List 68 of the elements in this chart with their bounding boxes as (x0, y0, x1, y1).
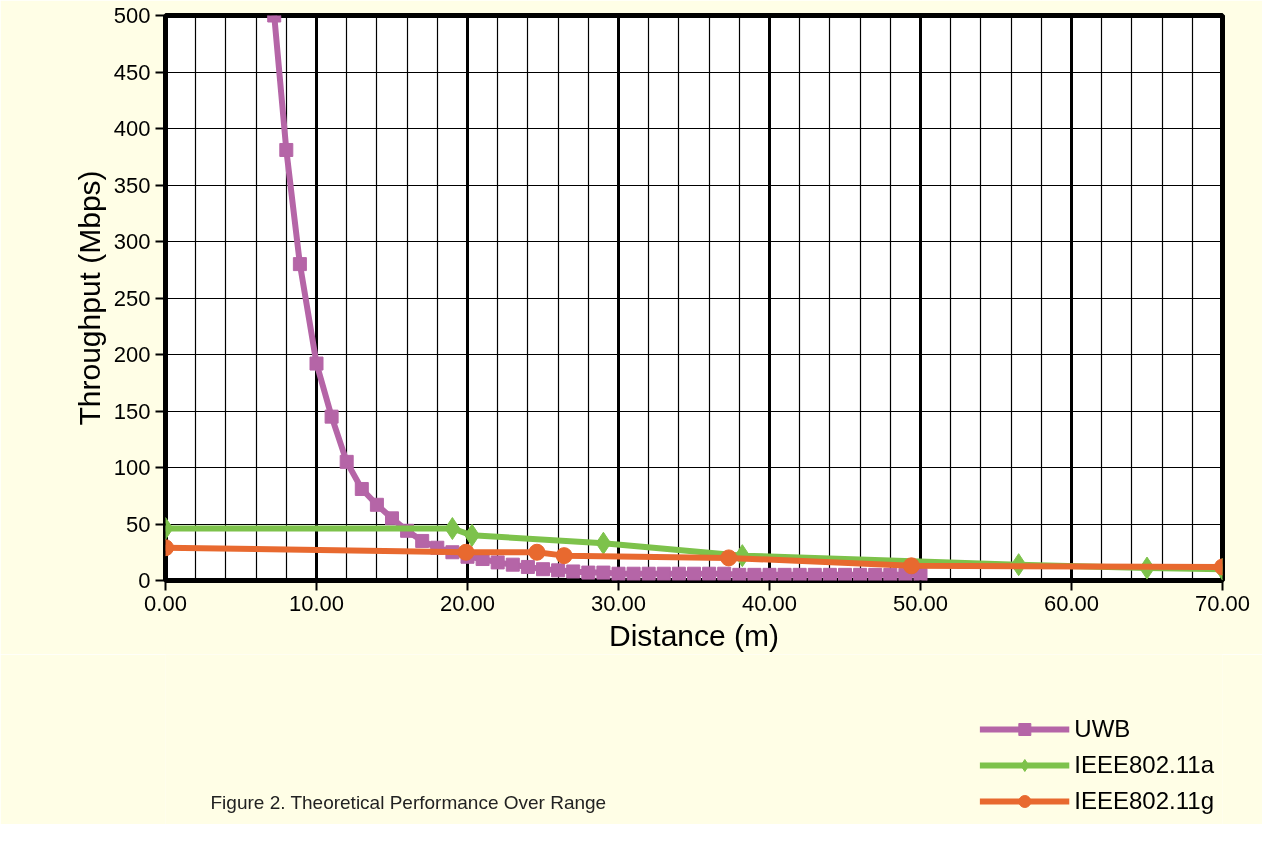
point (444, 517, 461, 541)
y-tick-label: 0 (138, 568, 151, 593)
point (902, 557, 920, 575)
point (687, 566, 701, 581)
x-tick-label: 0.00 (144, 590, 187, 616)
point (354, 481, 369, 496)
point (415, 533, 430, 548)
point (369, 497, 384, 512)
point (595, 531, 612, 555)
legend-label: UWB (1074, 715, 1131, 743)
x-tick-label: 70.00 (1194, 590, 1251, 616)
point (792, 567, 807, 581)
y-tick-label: 100 (113, 455, 151, 480)
point (528, 543, 546, 561)
point (807, 567, 822, 581)
point (747, 567, 762, 581)
point (566, 564, 581, 579)
y-tick-label: 500 (113, 3, 151, 28)
point (596, 565, 611, 580)
caption: Figure 2. Theoretical Performance Over Range (210, 791, 607, 813)
point (720, 549, 738, 567)
point (822, 567, 837, 581)
x-tick-label: 30.00 (590, 590, 647, 616)
point (551, 563, 566, 578)
point (656, 566, 671, 581)
point (520, 559, 535, 574)
x-tick-label: 20.00 (439, 590, 496, 616)
point (762, 567, 777, 581)
x-axis-title: Distance (m) (608, 618, 780, 652)
y-tick-label: 350 (113, 172, 151, 198)
point (702, 566, 717, 581)
point (555, 547, 573, 565)
y-tick-label: 250 (113, 285, 151, 311)
point (309, 356, 324, 371)
legend-label: IEEE802.11g (1074, 787, 1214, 815)
y-tick-label: 150 (113, 398, 151, 424)
point (883, 567, 898, 581)
point (505, 557, 520, 572)
x-tick-label: 60.00 (1043, 590, 1100, 616)
point (626, 566, 641, 581)
y-tick-label: 200 (113, 342, 151, 367)
y-tick-label: 50 (126, 511, 151, 537)
x-tick-label: 40.00 (741, 590, 798, 616)
point (339, 454, 354, 469)
point (671, 566, 686, 581)
point (717, 566, 732, 581)
point (581, 565, 596, 580)
point (611, 566, 626, 581)
point (279, 142, 294, 157)
point (292, 257, 307, 272)
y-tick-label: 300 (113, 229, 151, 254)
point (324, 409, 339, 424)
point (777, 567, 792, 581)
y-tick-label: 450 (113, 59, 151, 85)
x-tick-label: 50.00 (892, 590, 949, 616)
point (868, 567, 883, 581)
point (457, 543, 475, 561)
point (536, 562, 550, 577)
point (838, 567, 852, 581)
point (641, 566, 656, 581)
y-axis-title: Throughput (Mbps) (72, 170, 106, 426)
point (385, 511, 399, 526)
x-tick-label: 10.00 (288, 590, 345, 616)
y-tick-label: 400 (113, 116, 151, 141)
point (853, 567, 868, 581)
point (490, 555, 505, 570)
point (732, 567, 747, 581)
legend-label: IEEE802.11a (1074, 751, 1214, 779)
